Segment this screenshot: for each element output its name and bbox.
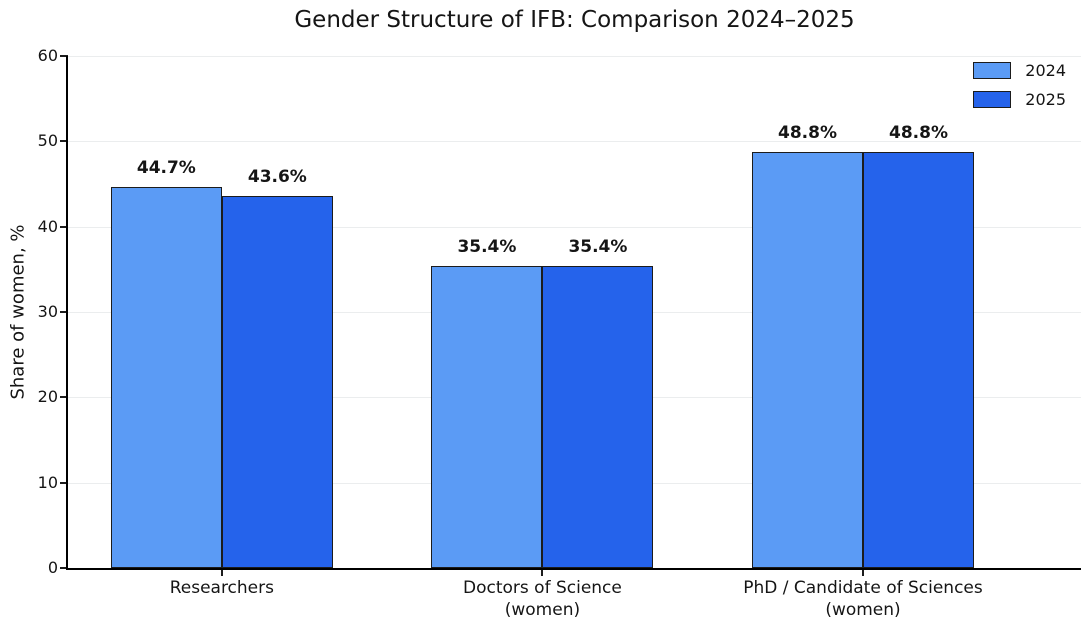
y-tick-label-40: 40 [37,216,58,236]
y-tick-label-60: 60 [37,46,58,65]
y-tick-label-10: 10 [37,472,58,492]
legend-swatch-2025 [973,91,1012,108]
bar-value-label-2025-category-1: 43.6% [247,166,307,187]
legend-row-2024: 2024 [973,61,1066,80]
y-tick-label-20: 20 [37,387,58,407]
legend-swatch-2024 [973,62,1012,79]
y-tick-20 [60,396,68,399]
legend-label-2024: 2024 [1025,61,1066,80]
bar-value-label-2025-category-3: 48.8% [889,122,948,143]
gridline-60 [68,56,1081,57]
x-category-label-3: PhD / Candidate of Sciences (women) [743,578,983,621]
bar-2024-category-2 [431,265,543,568]
y-axis-spine [66,56,68,570]
bar-2024-category-1 [110,186,222,568]
gridline-40 [68,226,1081,228]
chart-title: Gender Structure of IFB: Comparison 2024… [294,7,855,33]
x-category-label-2: Doctors of Science (women) [463,578,622,621]
y-tick-50 [60,140,68,143]
bar-value-label-2024-category-2: 35.4% [457,236,517,257]
y-tick-label-50: 50 [37,131,58,151]
x-tick-2 [541,568,544,576]
bar-value-label-2025-category-2: 35.4% [568,236,628,257]
y-tick-0 [60,567,68,569]
legend-row-2025: 2025 [973,90,1066,109]
y-tick-60 [60,55,68,57]
gridline-50 [68,141,1081,143]
x-category-label-1: Researchers [169,578,274,598]
x-axis-spine [66,568,1081,570]
bar-2025-category-3 [863,151,974,568]
bar-value-label-2024-category-3: 48.8% [778,122,837,143]
x-tick-3 [862,568,864,576]
legend-label-2025: 2025 [1025,90,1066,109]
y-tick-10 [60,481,68,484]
y-tick-label-30: 30 [37,302,58,321]
y-tick-label-0: 0 [47,558,58,577]
bar-value-label-2024-category-1: 44.7% [136,157,196,178]
y-tick-40 [60,225,68,228]
bar-2025-category-1 [221,195,333,568]
bar-2024-category-3 [752,151,863,568]
y-tick-30 [60,311,68,313]
x-tick-1 [220,568,223,576]
bar-2025-category-2 [542,265,654,568]
legend: 2024 2025 [973,61,1066,109]
